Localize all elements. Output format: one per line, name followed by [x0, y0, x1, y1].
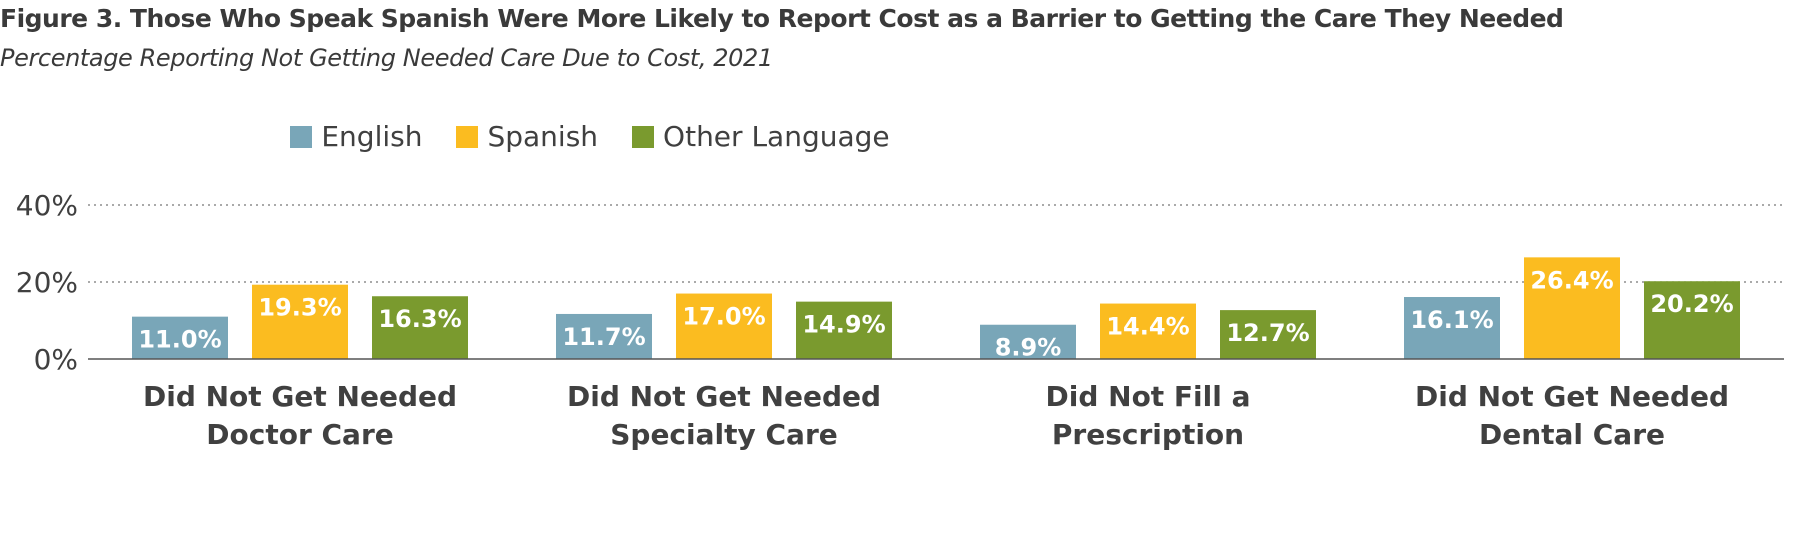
- legend-item-spanish: Spanish: [456, 120, 598, 153]
- bar: [1524, 257, 1620, 359]
- bar: [1644, 281, 1740, 359]
- data-label: 26.4%: [1530, 266, 1613, 294]
- x-tick-label: Did Not Get Needed Specialty Care: [567, 380, 881, 451]
- x-tick-label-line: Specialty Care: [610, 418, 838, 451]
- legend-label-english: English: [321, 120, 423, 153]
- data-label: 19.3%: [258, 294, 341, 322]
- bar: [980, 324, 1076, 359]
- x-tick-label-line: Did Not Get Needed: [567, 380, 881, 413]
- y-tick-label: 0%: [34, 343, 78, 376]
- x-tick-label-line: Did Not Fill a: [1046, 380, 1251, 413]
- x-tick-label-line: Did Not Get Needed: [143, 380, 457, 413]
- data-label: 17.0%: [682, 303, 765, 331]
- bar: [676, 293, 772, 359]
- bar: [796, 301, 892, 359]
- bar: [132, 316, 228, 359]
- bar: [372, 296, 468, 359]
- legend: English Spanish Other Language: [0, 120, 1180, 153]
- legend-swatch-other-language: [632, 125, 655, 148]
- chart-subtitle: Percentage Reporting Not Getting Needed …: [0, 44, 773, 72]
- data-label: 20.2%: [1650, 290, 1733, 318]
- bar: [1100, 303, 1196, 359]
- data-label: 11.0%: [138, 326, 221, 354]
- legend-swatch-english: [290, 125, 313, 148]
- data-label: 11.7%: [562, 323, 645, 351]
- data-label: 14.4%: [1106, 313, 1189, 341]
- x-tick-label-line: Dental Care: [1479, 418, 1665, 451]
- bar: [252, 284, 348, 359]
- x-tick-label: Did Not Fill a Prescription: [1046, 380, 1251, 451]
- legend-item-english: English: [290, 120, 422, 153]
- data-label: 12.7%: [1226, 319, 1309, 347]
- bar: [1404, 297, 1500, 359]
- x-tick-label-line: Prescription: [1052, 418, 1244, 451]
- legend-label-other-language: Other Language: [663, 120, 890, 153]
- data-label: 14.9%: [802, 311, 885, 339]
- x-tick-label-line: Doctor Care: [206, 418, 394, 451]
- legend-swatch-spanish: [456, 125, 479, 148]
- chart-title: Figure 3. Those Who Speak Spanish Were M…: [0, 4, 1564, 33]
- y-tick-label: 40%: [16, 189, 78, 222]
- legend-item-other-language: Other Language: [632, 120, 890, 153]
- legend-label-spanish: Spanish: [487, 120, 599, 153]
- x-tick-label-line: Did Not Get Needed: [1415, 380, 1729, 413]
- x-tick-label: Did Not Get Needed Doctor Care: [143, 380, 457, 451]
- bar: [556, 313, 652, 359]
- data-label: 16.3%: [378, 305, 461, 333]
- data-label: 8.9%: [995, 334, 1062, 362]
- y-tick-label: 20%: [16, 266, 78, 299]
- x-tick-label: Did Not Get Needed Dental Care: [1415, 380, 1729, 451]
- bar: [1220, 310, 1316, 359]
- data-label: 16.1%: [1410, 306, 1493, 334]
